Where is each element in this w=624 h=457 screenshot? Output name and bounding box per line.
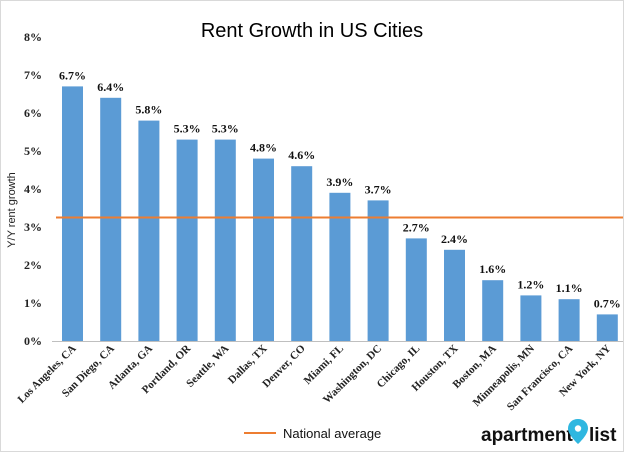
data-label: 1.2% bbox=[517, 277, 544, 291]
data-label: 4.6% bbox=[288, 148, 315, 162]
bar bbox=[329, 192, 351, 341]
y-axis-label: Y/Y rent growth bbox=[6, 172, 18, 248]
bar bbox=[100, 97, 122, 341]
data-labels: 6.7% 6.4% 5.8% 5.3% 5.3% 4.8% 4.6% 3.9% 3.7% 2.7%… bbox=[59, 68, 621, 310]
legend-label: National average bbox=[283, 426, 381, 441]
logo-suffix: list bbox=[589, 425, 617, 446]
data-label: 5.8% bbox=[135, 103, 162, 117]
chart-title: Rent Growth in US Cities bbox=[201, 20, 423, 42]
y-tick-label: 7% bbox=[24, 68, 42, 82]
bars bbox=[62, 86, 618, 342]
bar bbox=[558, 299, 580, 341]
y-tick-label: 6% bbox=[24, 106, 42, 120]
bar bbox=[520, 295, 542, 341]
bar bbox=[596, 314, 618, 341]
y-tick-label: 8% bbox=[24, 30, 42, 44]
map-pin-dot bbox=[574, 425, 582, 432]
bar bbox=[253, 158, 274, 341]
bar bbox=[138, 120, 160, 341]
y-tick-label: 1% bbox=[24, 296, 42, 310]
y-tick-label: 5% bbox=[24, 144, 42, 158]
data-label: 5.3% bbox=[212, 122, 239, 136]
data-label: 2.4% bbox=[441, 232, 468, 246]
y-tick-label: 3% bbox=[24, 220, 42, 234]
data-label: 3.7% bbox=[365, 182, 392, 196]
bar bbox=[444, 249, 465, 341]
y-tick-label: 2% bbox=[24, 258, 42, 272]
y-tick-label: 4% bbox=[24, 182, 42, 196]
data-label: 1.6% bbox=[479, 262, 506, 276]
data-label: 4.8% bbox=[250, 141, 277, 155]
bar bbox=[482, 280, 504, 341]
data-label: 6.4% bbox=[97, 80, 124, 94]
y-axis-ticks: 0% 1% 2% 3% 4% 5% 6% 7% 8% bbox=[24, 30, 42, 348]
data-label: 5.3% bbox=[174, 122, 201, 136]
bar bbox=[214, 139, 236, 341]
apartment-list-logo: apartment list bbox=[481, 419, 617, 446]
data-label: 3.9% bbox=[326, 175, 353, 189]
bar bbox=[176, 139, 198, 341]
bar bbox=[367, 200, 389, 341]
bar bbox=[405, 238, 427, 341]
data-label: 2.7% bbox=[403, 220, 430, 234]
y-tick-label: 0% bbox=[24, 334, 42, 348]
data-label: 1.1% bbox=[556, 281, 583, 295]
bar bbox=[62, 86, 83, 342]
bar bbox=[291, 166, 313, 341]
data-label: 6.7% bbox=[59, 68, 86, 82]
data-label: 0.7% bbox=[594, 296, 621, 310]
logo-text: apartment bbox=[481, 425, 574, 446]
legend: National average bbox=[244, 426, 381, 441]
